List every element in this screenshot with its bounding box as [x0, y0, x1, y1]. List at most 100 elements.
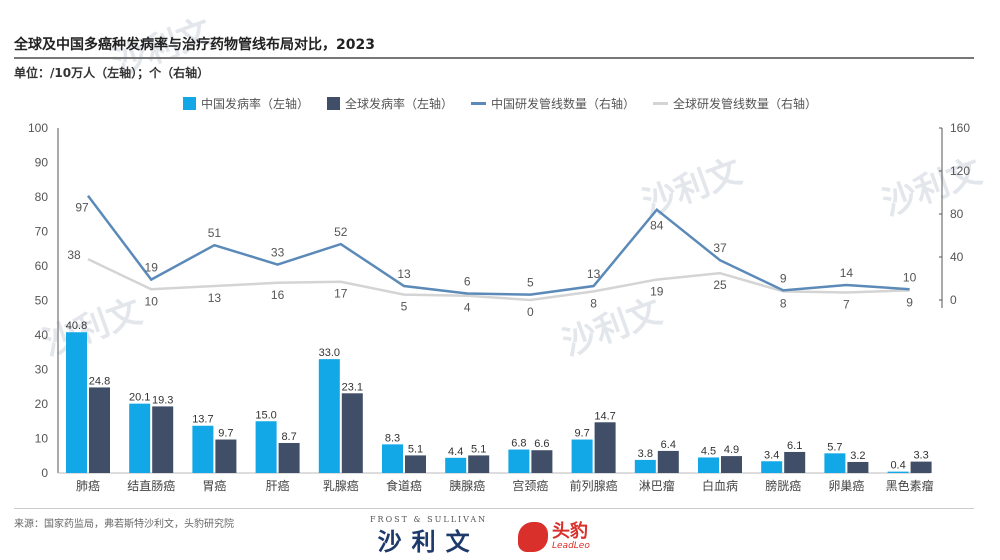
category-label: 胃癌 [202, 478, 226, 493]
global-pipeline-label: 8 [780, 296, 787, 310]
china-pipeline-label: 13 [587, 267, 601, 281]
global-bar-label: 6.4 [661, 439, 676, 451]
china-bar-label: 33.0 [319, 347, 340, 359]
china-pipeline-label: 52 [334, 225, 348, 239]
china-incidence-bar [508, 449, 530, 473]
china-pipeline-line [87, 194, 910, 296]
china-incidence-bar [66, 332, 87, 473]
global-pipeline-label: 25 [713, 278, 727, 292]
china-pipeline-label: 5 [527, 276, 534, 290]
china-pipeline-label: 51 [208, 226, 222, 240]
category-label: 食道癌 [386, 478, 422, 493]
global-incidence-bar [657, 450, 679, 473]
china-bar-label: 20.1 [129, 392, 150, 404]
logo-text: 沙利文 [377, 528, 480, 556]
global-pipeline-label: 38 [67, 248, 81, 262]
china-bar-label: 8.3 [385, 432, 400, 444]
left-tick-label: 90 [35, 156, 49, 170]
global-pipeline-label: 0 [527, 305, 534, 319]
left-tick-label: 20 [35, 397, 49, 411]
global-incidence-bar [847, 461, 869, 473]
left-tick-label: 30 [35, 363, 49, 377]
global-bar-label: 4.9 [724, 444, 739, 456]
china-bar-label: 6.8 [511, 438, 526, 450]
china-incidence-bar [824, 453, 846, 473]
global-bar-label: 24.8 [89, 375, 110, 387]
china-bar-label: 40.8 [66, 320, 87, 332]
legend-swatch [471, 102, 486, 105]
global-pipeline-label: 16 [271, 288, 285, 302]
china-incidence-bar [571, 439, 593, 473]
category-label: 黑色素瘤 [886, 478, 934, 493]
china-incidence-bar [445, 457, 467, 473]
global-bar-label: 19.3 [152, 394, 173, 406]
global-bar-label: 5.1 [471, 443, 486, 455]
china-pipeline-label: 37 [713, 241, 727, 255]
leopard-icon [518, 522, 548, 552]
legend-item-global-bar: 全球发病率（左轴） [326, 95, 453, 112]
left-tick-label: 80 [35, 190, 49, 204]
global-pipeline-label: 10 [145, 294, 159, 308]
global-incidence-bar [405, 455, 426, 473]
global-incidence-bar [531, 450, 553, 473]
global-bar-label: 6.6 [534, 438, 549, 450]
china-incidence-bar [634, 459, 656, 473]
legend-swatch [326, 97, 340, 110]
logo-text: LeadLeo [552, 541, 590, 551]
china-pipeline-label: 6 [464, 275, 471, 289]
global-pipeline-label: 7 [843, 297, 850, 311]
global-bar-label: 5.1 [408, 443, 423, 455]
source-note: 来源：国家药监局，弗若斯特沙利文，头豹研究院 [14, 519, 234, 530]
china-pipeline-label: 9 [780, 271, 787, 285]
china-bar-label: 9.7 [574, 428, 589, 440]
china-incidence-bar [698, 457, 719, 473]
global-incidence-bar [215, 439, 237, 473]
logo-text: 头豹 [552, 521, 588, 542]
china-incidence-bar [192, 425, 214, 473]
global-bar-label: 23.1 [342, 381, 363, 393]
china-pipeline-label: 97 [75, 201, 89, 215]
global-pipeline-line [87, 258, 910, 302]
global-incidence-bar [278, 442, 300, 473]
china-pipeline-label: 84 [650, 219, 664, 233]
legend-swatch [653, 102, 669, 105]
category-label: 肝癌 [266, 478, 290, 493]
logo-text: FROST & SULLIVAN [370, 515, 488, 524]
global-bar-label: 3.3 [913, 450, 928, 462]
left-tick-label: 0 [41, 466, 48, 480]
leadleo-logo: 头豹 LeadLeo [518, 522, 590, 552]
frost-sullivan-logo: FROST & SULLIVAN 沙利文 [370, 515, 487, 557]
china-incidence-bar [887, 471, 909, 473]
global-incidence-bar [721, 456, 742, 473]
combo-chart: 01020304050607080901000408012016040.824.… [28, 121, 970, 493]
china-bar-label: 3.8 [638, 448, 653, 460]
category-label: 宫颈癌 [512, 478, 548, 493]
category-label: 淋巴瘤 [639, 478, 675, 493]
category-label: 乳腺癌 [323, 478, 359, 493]
global-bar-label: 8.7 [281, 431, 296, 443]
category-label: 胰腺癌 [449, 478, 485, 493]
left-tick-label: 40 [35, 328, 49, 342]
china-bar-label: 15.0 [255, 409, 276, 421]
china-incidence-bar [129, 403, 151, 473]
left-tick-label: 60 [35, 259, 49, 273]
global-incidence-bar [468, 455, 490, 473]
left-tick-label: 70 [35, 225, 49, 239]
china-bar-label: 4.4 [448, 446, 463, 458]
global-bar-label: 6.1 [787, 440, 802, 452]
title-divider [14, 57, 974, 59]
legend: 中国发病率（左轴） 全球发病率（左轴） 中国研发管线数量（右轴） 全球研发管线数… [0, 95, 1000, 112]
left-tick-label: 10 [35, 432, 49, 446]
china-incidence-bar [255, 421, 277, 473]
china-bar-label: 13.7 [192, 414, 213, 426]
global-pipeline-label: 8 [590, 296, 597, 310]
right-tick-label: 40 [950, 250, 964, 264]
china-incidence-bar [382, 444, 403, 473]
global-incidence-bar [341, 393, 363, 473]
global-bar-label: 3.2 [850, 450, 865, 462]
legend-item-china-bar: 中国发病率（左轴） [182, 95, 309, 112]
global-pipeline-label: 13 [208, 291, 222, 305]
right-tick-label: 160 [950, 121, 970, 135]
global-bar-label: 14.7 [594, 410, 615, 422]
global-incidence-bar [594, 422, 616, 473]
